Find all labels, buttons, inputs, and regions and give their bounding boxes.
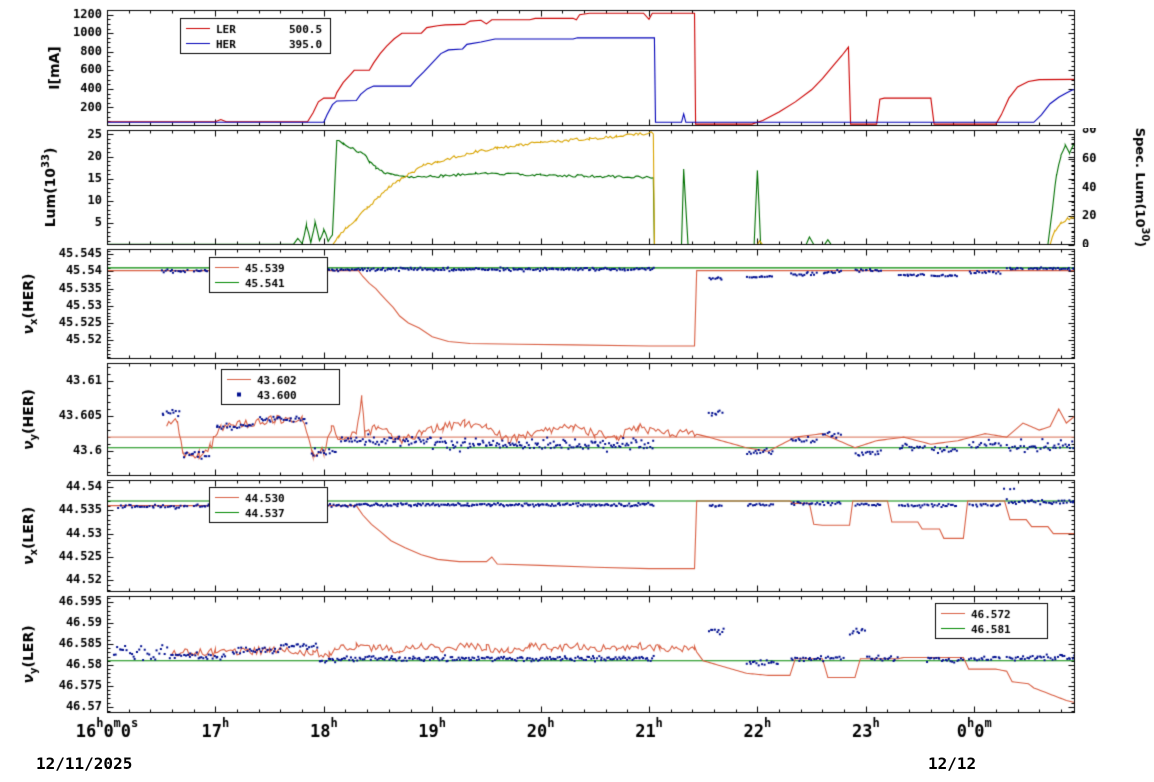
nux-her-panel [0, 247, 1154, 361]
nuy-ler-panel [0, 594, 1154, 715]
beam-current-panel [0, 0, 1154, 128]
luminosity-panel [0, 128, 1154, 247]
nuy-her-panel [0, 361, 1154, 478]
end-date-label: 12/12 [928, 754, 977, 773]
date-row: 12/11/2025 12/12 [0, 752, 1154, 780]
nux-ler-panel [0, 478, 1154, 594]
start-date-label: 12/11/2025 [36, 754, 133, 773]
time-axis [0, 715, 1154, 755]
